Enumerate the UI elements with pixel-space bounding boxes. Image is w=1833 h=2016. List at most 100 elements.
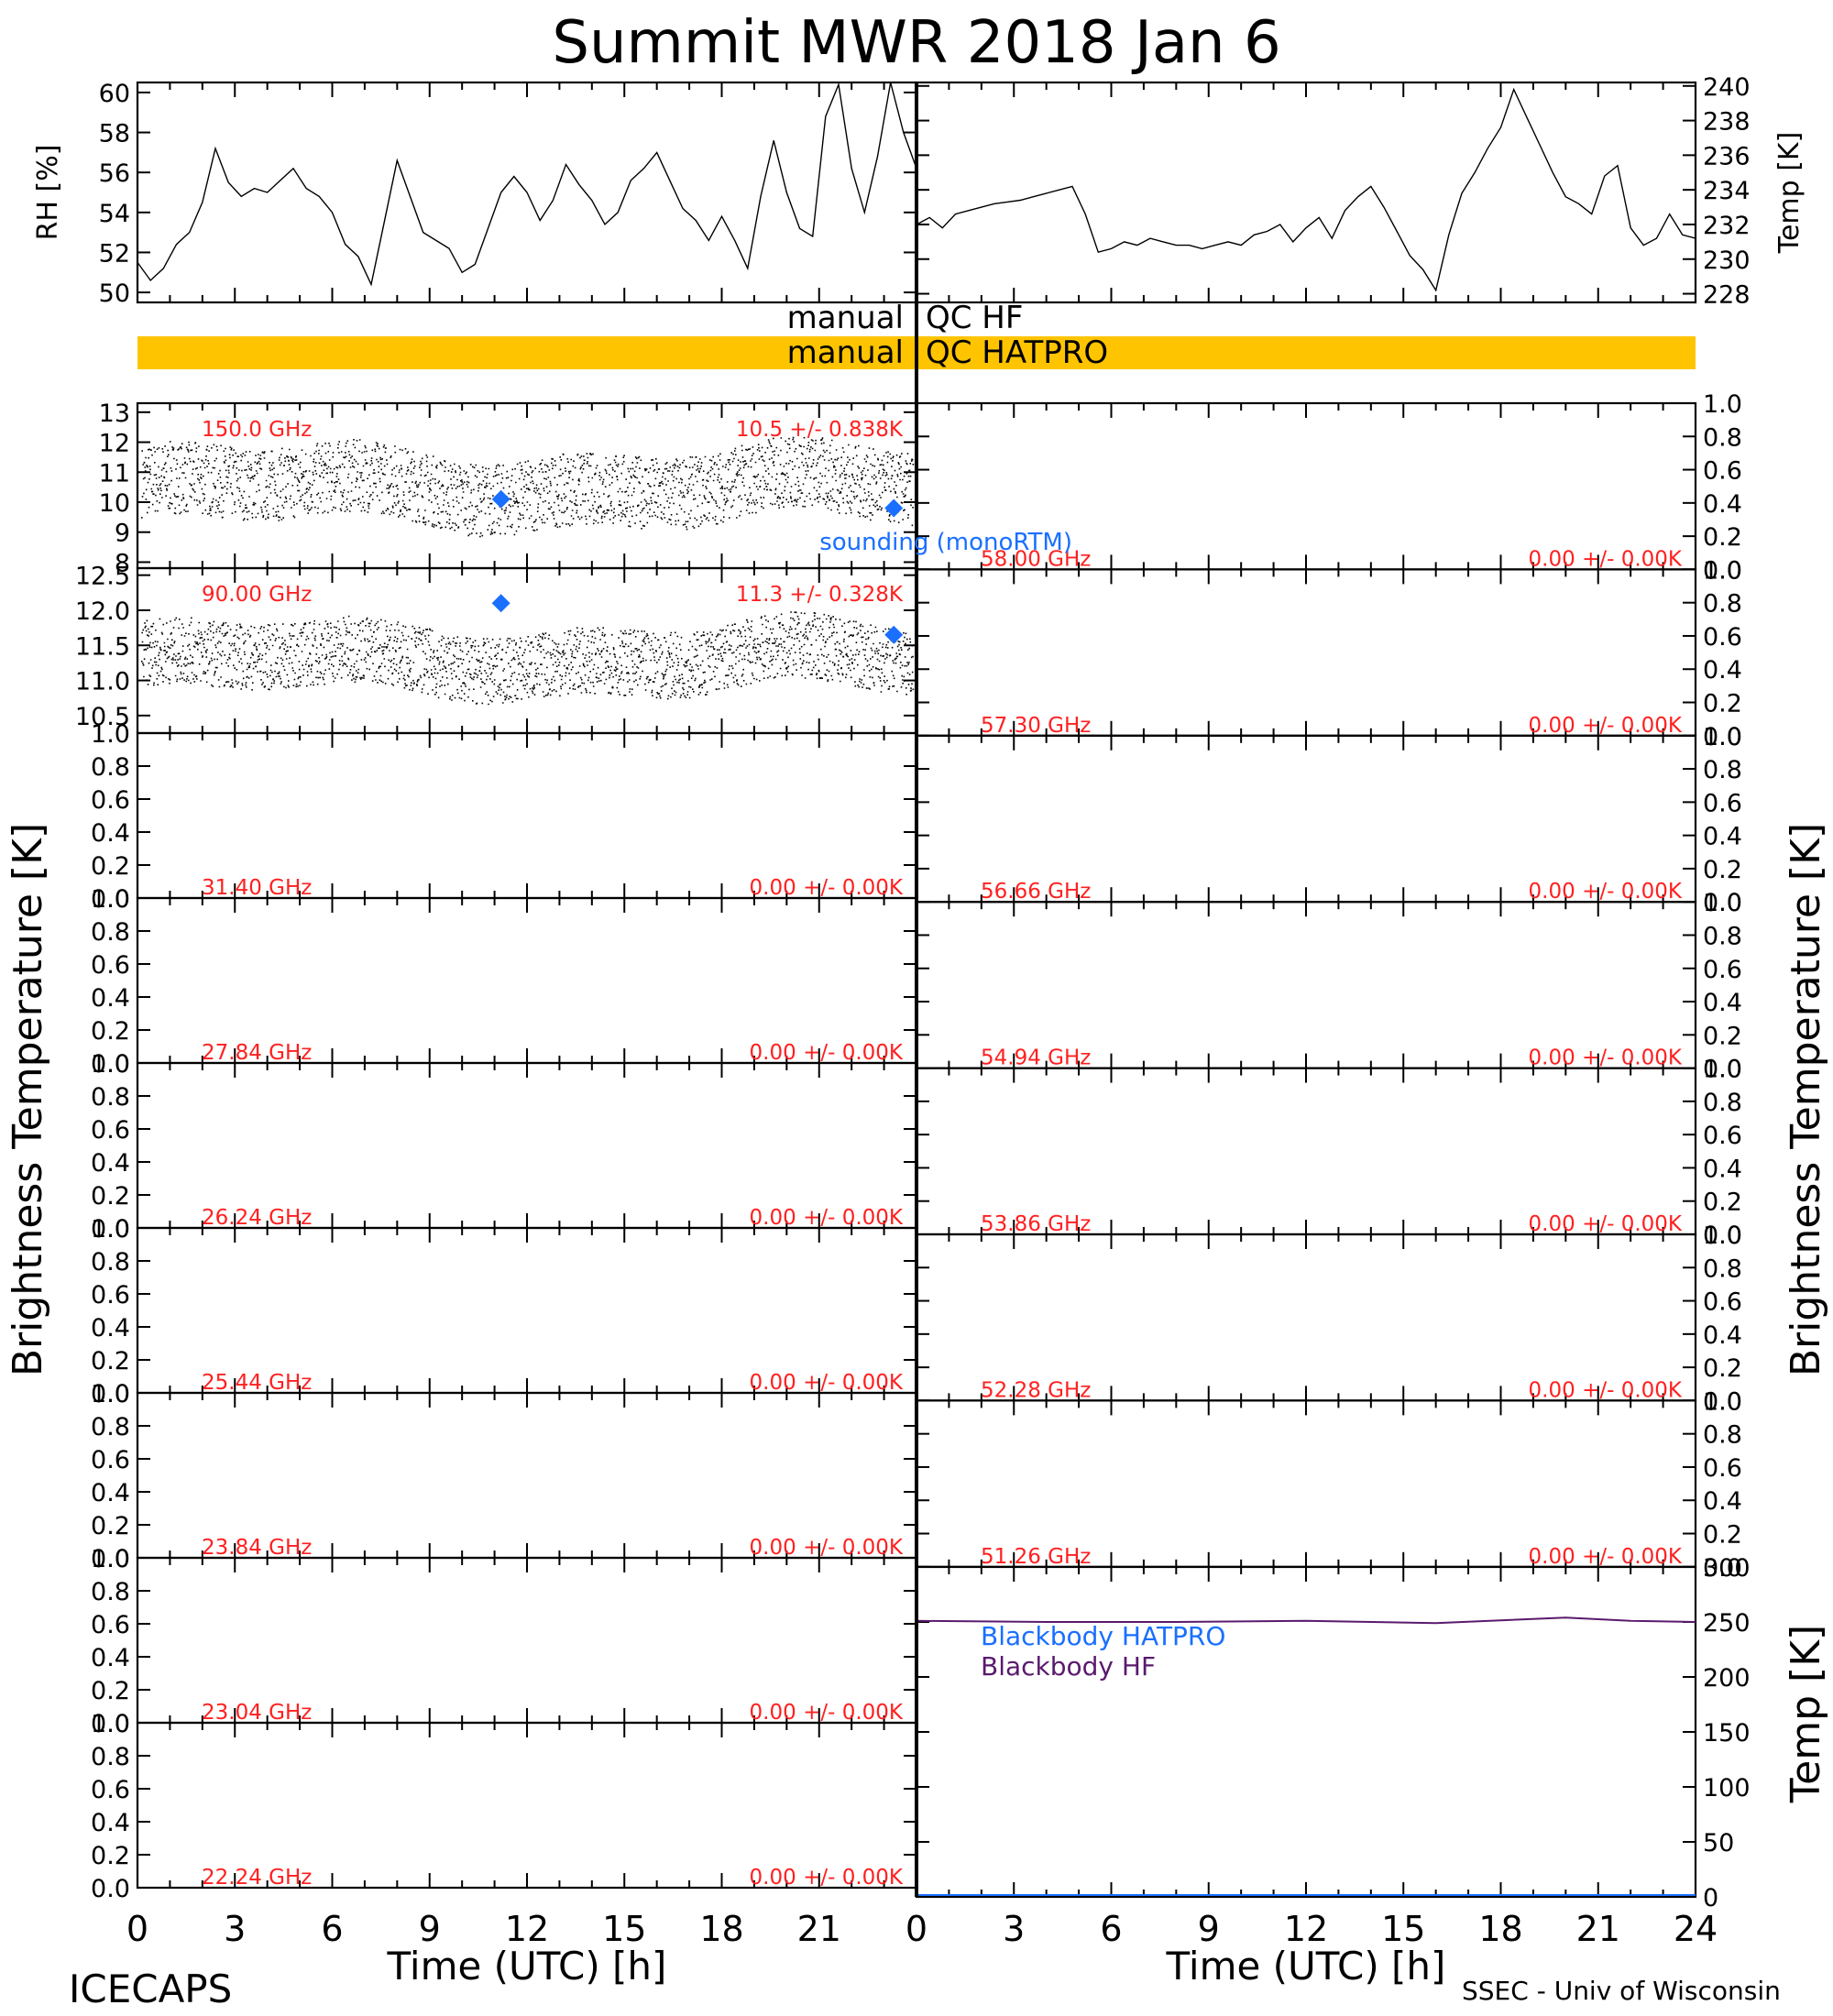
- bt-panel-right-6-channel-label: 51.26 GHz: [981, 1545, 1091, 1569]
- bt-panel-left-0-tick-label: 0.2: [91, 852, 130, 881]
- x-tick-label-left: 0: [126, 1909, 148, 1949]
- bt-panel-9000-tick-label: 12.0: [75, 597, 130, 626]
- rh-tick-label: 50: [99, 279, 130, 308]
- bt-panel-left-6: 0.0 0.2 0.4 0.6 0.8 1.0 22.24 GHz 0.00 +/- 0.00…: [91, 1710, 918, 1903]
- bt-panel-1500-tick-label: 8: [115, 549, 130, 577]
- bt-panel-left-2-tick-label: 0.2: [91, 1182, 130, 1211]
- bt-panel-left-5-tick-label: 0.6: [91, 1611, 130, 1639]
- bt-panel-left-2-tick-label: 0.8: [91, 1083, 130, 1112]
- chart-title: Summit MWR 2018 Jan 6: [552, 9, 1280, 77]
- bt-panel-left-0-tick-label: 0.4: [91, 819, 130, 848]
- x-tick-label-right: 9: [1198, 1909, 1220, 1949]
- rh-panel: 50 52 54 56 58 60 RH [%]: [32, 80, 918, 308]
- rh-tick-label: 56: [99, 159, 130, 188]
- bt-noise-points: [141, 436, 915, 538]
- sounding-label: sounding (monoRTM): [819, 529, 1072, 556]
- bt-panel-left-0-tick-label: 0.8: [91, 753, 130, 782]
- bt-panel-left-5-frame: [136, 1556, 918, 1725]
- bt-panel-right-5-tick-label: 0.0: [1703, 1387, 1742, 1416]
- bt-panel-9000-channel-label: 90.00 GHz: [202, 583, 312, 607]
- x-axis-label-left: Time (UTC) [h]: [387, 1944, 667, 1989]
- bt-panel-right-5-frame: [915, 1233, 1697, 1402]
- bt-panel-left-3-stat-label: 0.00 +/- 0.00K: [750, 1371, 904, 1395]
- bt-panel-1500-tick-label: 13: [99, 400, 130, 428]
- bt-panel-right-4: 0.0 0.2 0.4 0.6 0.8 1.0 53.86 GHz 0.00 +/- 0.00…: [915, 1056, 1742, 1250]
- x-tick-label-left: 21: [797, 1909, 841, 1949]
- bt-panel-9000-tick-label: 11.5: [75, 632, 130, 661]
- rh-series-line: [137, 82, 917, 287]
- bt-panel-left-6-stat-label: 0.00 +/- 0.00K: [750, 1866, 904, 1890]
- bt-panel-right-2-tick-label: 0.4: [1703, 823, 1742, 851]
- bt-panel-left-1-stat-label: 0.00 +/- 0.00K: [750, 1041, 904, 1065]
- rh-tick-label: 58: [99, 120, 130, 148]
- blackbody-axis-label: Temp [K]: [1783, 1625, 1829, 1803]
- blackbody-panel: 0 50 100 150 200 250 300 Blackbody HATPRO Blac…: [915, 1554, 1829, 1912]
- rh-tick-label: 60: [99, 80, 130, 108]
- bt-panel-left-3-tick-label: 0.0: [91, 1380, 130, 1408]
- x-tick-label-right: 18: [1478, 1909, 1522, 1949]
- bt-panel-1500-stat-label: 10.5 +/- 0.838K: [736, 418, 904, 442]
- bt-panel-right-3-frame: [915, 901, 1697, 1069]
- bt-panel-right-3: 0.0 0.2 0.4 0.6 0.8 1.0 54.94 GHz 0.00 +/- 0.00…: [915, 889, 1742, 1084]
- bt-panel-right-0-tick-label: 1.0: [1703, 390, 1742, 419]
- bt-panel-left-6-tick-label: 0.0: [91, 1875, 130, 1903]
- x-tick-label-left: 12: [505, 1909, 549, 1949]
- bt-panel-left-2-tick-label: 0.0: [91, 1215, 130, 1244]
- bt-panel-left-6-tick-label: 0.2: [91, 1842, 130, 1870]
- bt-panel-right-0-tick-label: 0.8: [1703, 423, 1742, 452]
- bt-panel-right-5-channel-label: 52.28 GHz: [981, 1378, 1091, 1402]
- bt-panel-right-0-channel-label: 58.00 GHz: [981, 547, 1091, 571]
- bt-panel-left-3-tick-label: 0.4: [91, 1314, 130, 1342]
- bt-panel-left-6-tick-label: 0.6: [91, 1776, 130, 1804]
- bt-panel-right-2-stat-label: 0.00 +/- 0.00K: [1529, 880, 1683, 904]
- x-tick-label-left: 3: [224, 1909, 246, 1949]
- bt-panel-right-6: 0.0 0.2 0.4 0.6 0.8 1.0 51.26 GHz 0.00 +/- 0.00…: [915, 1387, 1742, 1583]
- bt-panel-right-6-tick-label: 1.0: [1703, 1387, 1742, 1416]
- bt-panel-left-4-frame: [136, 1391, 918, 1560]
- bt-panel-left-4-tick-label: 0.8: [91, 1413, 130, 1441]
- bt-panel-left-4-tick-label: 0.4: [91, 1479, 130, 1507]
- bt-panel-left-1-tick-label: 0.0: [91, 1050, 130, 1079]
- bt-panel-right-4-tick-label: 1.0: [1703, 1056, 1742, 1084]
- bt-panel-left-3: 0.0 0.2 0.4 0.6 0.8 1.0 25.44 GHz 0.00 +/- 0.00…: [91, 1215, 918, 1408]
- bt-panel-1500-tick-label: 10: [99, 489, 130, 518]
- bt-panel-left-4-stat-label: 0.00 +/- 0.00K: [750, 1536, 904, 1560]
- bt-panel-right-1-tick-label: 0.0: [1703, 723, 1742, 751]
- bt-panel-left-3-tick-label: 1.0: [91, 1215, 130, 1244]
- bt-panel-right-2-tick-label: 0.8: [1703, 756, 1742, 784]
- bt-panel-right-2-tick-label: 0.2: [1703, 856, 1742, 884]
- bt-panel-right-3-tick-label: 0.4: [1703, 989, 1742, 1017]
- bt-panel-left-3-tick-label: 0.6: [91, 1281, 130, 1309]
- bt-panel-right-6-tick-label: 0.2: [1703, 1521, 1742, 1550]
- temp-tick-label: 232: [1703, 212, 1751, 240]
- bt-noise-points: [141, 611, 915, 706]
- bt-panel-right-3-tick-label: 0.6: [1703, 956, 1742, 984]
- bt-panel-left-4-tick-label: 0.2: [91, 1512, 130, 1540]
- bt-panel-right-1-tick-label: 0.2: [1703, 690, 1742, 718]
- blackbody-legend-hf: Blackbody HF: [981, 1651, 1156, 1682]
- sounding-point: [884, 625, 904, 644]
- bt-panel-right-1: 0.0 0.2 0.4 0.6 0.8 1.0 57.30 GHz 0.00 +/- 0.00…: [915, 556, 1742, 751]
- bt-panel-right-1-frame: [915, 568, 1697, 737]
- bt-panel-left-2-channel-label: 26.24 GHz: [202, 1206, 312, 1230]
- bt-panel-right-1-channel-label: 57.30 GHz: [981, 714, 1091, 738]
- bt-panel-left-3-tick-label: 0.2: [91, 1347, 130, 1375]
- x-tick-label-right: 24: [1674, 1909, 1718, 1949]
- bt-panel-left-5-channel-label: 23.04 GHz: [202, 1701, 312, 1725]
- bt-panel-left-4: 0.0 0.2 0.4 0.6 0.8 1.0 23.84 GHz 0.00 +/- 0.00…: [91, 1380, 918, 1573]
- bt-panel-right-1-tick-label: 0.4: [1703, 656, 1742, 685]
- bt-axis-label-right: Brightness Temperature [K]: [1783, 823, 1829, 1376]
- bt-panel-left-0-tick-label: 1.0: [91, 720, 130, 749]
- temp-series-line: [916, 87, 1696, 292]
- blackbody-legend-hatpro: Blackbody HATPRO: [981, 1621, 1225, 1651]
- bt-panel-left-1-channel-label: 27.84 GHz: [202, 1041, 312, 1065]
- temp-tick-label: 234: [1703, 177, 1751, 205]
- qc-hf-name: QC HF: [926, 300, 1023, 336]
- qc-hatpro-name: QC HATPRO: [926, 334, 1108, 371]
- bt-panel-left-6-tick-label: 0.8: [91, 1743, 130, 1771]
- x-axis-label-right: Time (UTC) [h]: [1166, 1944, 1446, 1989]
- bt-panel-left-4-tick-label: 0.0: [91, 1545, 130, 1573]
- temp-tick-label: 238: [1703, 108, 1751, 137]
- bt-panel-left-1-tick-label: 1.0: [91, 885, 130, 914]
